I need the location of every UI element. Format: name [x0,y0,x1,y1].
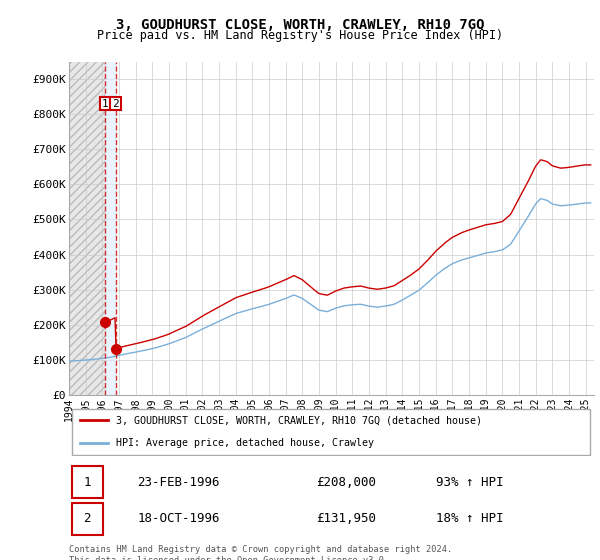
Text: Contains HM Land Registry data © Crown copyright and database right 2024.
This d: Contains HM Land Registry data © Crown c… [69,545,452,560]
Text: 1: 1 [101,99,108,109]
Text: 18-OCT-1996: 18-OCT-1996 [137,512,220,525]
Text: 2: 2 [83,512,91,525]
Text: 1: 1 [83,475,91,489]
Text: 93% ↑ HPI: 93% ↑ HPI [437,475,504,489]
FancyBboxPatch shape [71,409,590,455]
Text: £131,950: £131,950 [316,512,376,525]
Text: £208,000: £208,000 [316,475,376,489]
Text: 18% ↑ HPI: 18% ↑ HPI [437,512,504,525]
FancyBboxPatch shape [71,502,103,535]
Text: Price paid vs. HM Land Registry's House Price Index (HPI): Price paid vs. HM Land Registry's House … [97,29,503,42]
Text: 23-FEB-1996: 23-FEB-1996 [137,475,220,489]
Bar [69,62,104,395]
Text: 3, GOUDHURST CLOSE, WORTH, CRAWLEY, RH10 7GQ: 3, GOUDHURST CLOSE, WORTH, CRAWLEY, RH10… [116,18,484,32]
Bar [104,62,116,395]
Text: HPI: Average price, detached house, Crawley: HPI: Average price, detached house, Craw… [116,438,374,448]
Text: 2: 2 [112,99,119,109]
FancyBboxPatch shape [71,466,103,498]
Text: 3, GOUDHURST CLOSE, WORTH, CRAWLEY, RH10 7GQ (detached house): 3, GOUDHURST CLOSE, WORTH, CRAWLEY, RH10… [116,416,482,426]
